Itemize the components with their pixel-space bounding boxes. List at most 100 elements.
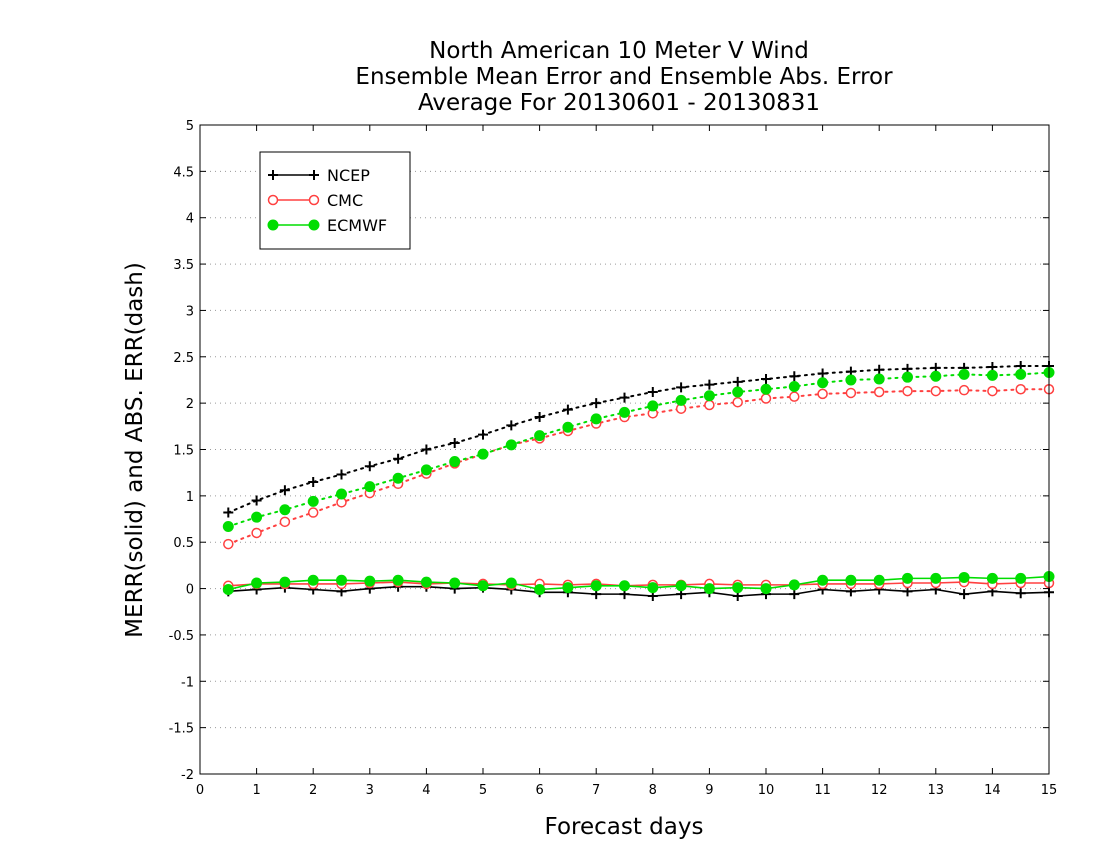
legend-label: CMC: [327, 191, 363, 210]
ecmwf-abs-err-point: [1015, 368, 1027, 380]
ecmwf-merr-point: [930, 572, 942, 584]
ncep-abs-err-point: [251, 495, 262, 506]
ncep-abs-err-point: [449, 438, 460, 449]
y-tick-label: 1.5: [173, 444, 194, 459]
ecmwf-abs-err-point: [562, 421, 574, 433]
ecmwf-merr-point: [590, 580, 602, 592]
ecmwf-abs-err-point: [420, 464, 432, 476]
y-tick-label: 1: [186, 490, 194, 505]
legend-marker: [267, 194, 279, 206]
ecmwf-merr-point: [732, 582, 744, 594]
chart-title-line-3: Average For 20130601 - 20130831: [418, 90, 820, 116]
ncep-abs-err-point: [478, 429, 488, 440]
ecmwf-merr-point: [449, 577, 461, 589]
ecmwf-merr-point: [619, 580, 630, 592]
ecmwf-abs-err-point: [902, 371, 913, 383]
ecmwf-abs-err-point: [307, 495, 319, 507]
ecmwf-merr-point: [845, 574, 857, 586]
x-tick-label: 12: [871, 783, 888, 798]
ecmwf-merr-point: [986, 572, 998, 584]
cmc-abs-err-point: [958, 384, 970, 396]
ecmwf-abs-err-point: [364, 481, 376, 493]
ncep-abs-err-point: [421, 444, 432, 455]
x-tick-label: 11: [814, 783, 831, 798]
cmc-abs-err-point: [279, 516, 291, 528]
ecmwf-merr-point: [392, 574, 404, 586]
y-tick-label: 0.5: [173, 536, 194, 551]
ecmwf-abs-err-point: [817, 377, 829, 389]
cmc-abs-err-point: [789, 391, 800, 402]
y-tick-label: -0.5: [169, 629, 194, 644]
legend-marker: [268, 170, 278, 180]
ecmwf-abs-err-point: [222, 520, 234, 532]
plot-series: [222, 361, 1055, 601]
x-tick-label: 5: [479, 783, 487, 798]
series-ncep: [223, 361, 1054, 601]
ecmwf-abs-err-point: [590, 413, 602, 425]
series-cmc: [223, 383, 1055, 592]
ncep-merr-point: [959, 589, 970, 600]
cmc-abs-err-point: [732, 396, 743, 408]
ecmwf-merr-point: [902, 572, 913, 584]
ecmwf-abs-err-point: [760, 383, 772, 395]
ncep-abs-err-point: [534, 412, 545, 423]
ecmwf-abs-err-point: [703, 390, 715, 402]
legend-item-ecmwf: ECMWF: [267, 216, 387, 235]
ecmwf-abs-err-point: [534, 430, 546, 442]
y-axis-label: MERR(solid) and ABS. ERR(dash): [122, 262, 148, 638]
x-tick-label: 15: [1041, 783, 1058, 798]
y-tick-label: 2.5: [173, 351, 194, 366]
ecmwf-merr-point: [251, 577, 263, 589]
ncep-abs-err-point: [789, 371, 800, 382]
x-tick-label: 10: [758, 783, 775, 798]
y-tick-label: 3: [186, 304, 194, 319]
x-tick-label: 9: [705, 783, 713, 798]
ecmwf-abs-err-point: [930, 370, 942, 382]
ecmwf-merr-point: [364, 575, 376, 587]
x-tick-label: 0: [196, 783, 204, 798]
cmc-abs-err-point: [873, 386, 885, 398]
cmc-abs-err-point: [1015, 383, 1026, 395]
legend-label: ECMWF: [327, 216, 387, 235]
ncep-abs-err-point: [393, 453, 404, 464]
series-ecmwf: [222, 367, 1055, 595]
ncep-abs-err-point: [732, 376, 743, 387]
ecmwf-abs-err-point: [251, 511, 263, 523]
ecmwf-merr-point: [647, 582, 659, 594]
ecmwf-merr-point: [958, 571, 970, 583]
ncep-abs-err-point: [704, 379, 715, 390]
cmc-abs-err-point: [987, 385, 998, 397]
ncep-abs-err-point: [591, 398, 602, 409]
ecmwf-merr-point: [279, 576, 291, 588]
ncep-abs-err-point: [619, 392, 630, 403]
axis-ticks: -2-1.5-1-0.500.511.522.533.544.550 1 2 3 4 5 6…: [169, 119, 1058, 798]
ecmwf-abs-err-point: [449, 456, 461, 468]
ecmwf-abs-err-point: [675, 394, 687, 406]
legend-item-ncep: NCEP: [268, 166, 370, 185]
cmc-merr-line: [228, 581, 1049, 587]
ecmwf-merr-point: [307, 574, 319, 586]
ecmwf-abs-err-point: [986, 369, 998, 381]
cmc-abs-err-point: [251, 527, 262, 539]
y-tick-label: 4: [186, 212, 194, 227]
legend-marker: [267, 219, 279, 231]
ecmwf-abs-err-point: [392, 472, 404, 484]
x-tick-label: 1: [252, 783, 260, 798]
y-tick-label: 3.5: [173, 258, 194, 273]
x-tick-label: 3: [366, 783, 374, 798]
ecmwf-merr-point: [420, 576, 432, 588]
ncep-abs-err-point: [506, 420, 517, 431]
gridlines: [200, 170, 1049, 729]
cmc-abs-err-point: [817, 388, 828, 400]
ecmwf-abs-err-point: [788, 380, 800, 392]
ncep-abs-err-point: [761, 374, 771, 385]
ecmwf-abs-err-point: [873, 373, 885, 385]
ecmwf-merr-point: [534, 583, 546, 595]
y-tick-label: 2: [186, 397, 194, 412]
ncep-abs-err-point: [279, 485, 290, 496]
y-tick-label: 4.5: [173, 165, 194, 180]
ecmwf-merr-point: [873, 574, 885, 586]
cmc-abs-err-point: [760, 393, 772, 404]
x-axis-label: Forecast days: [545, 814, 704, 840]
x-tick-label: 7: [592, 783, 600, 798]
